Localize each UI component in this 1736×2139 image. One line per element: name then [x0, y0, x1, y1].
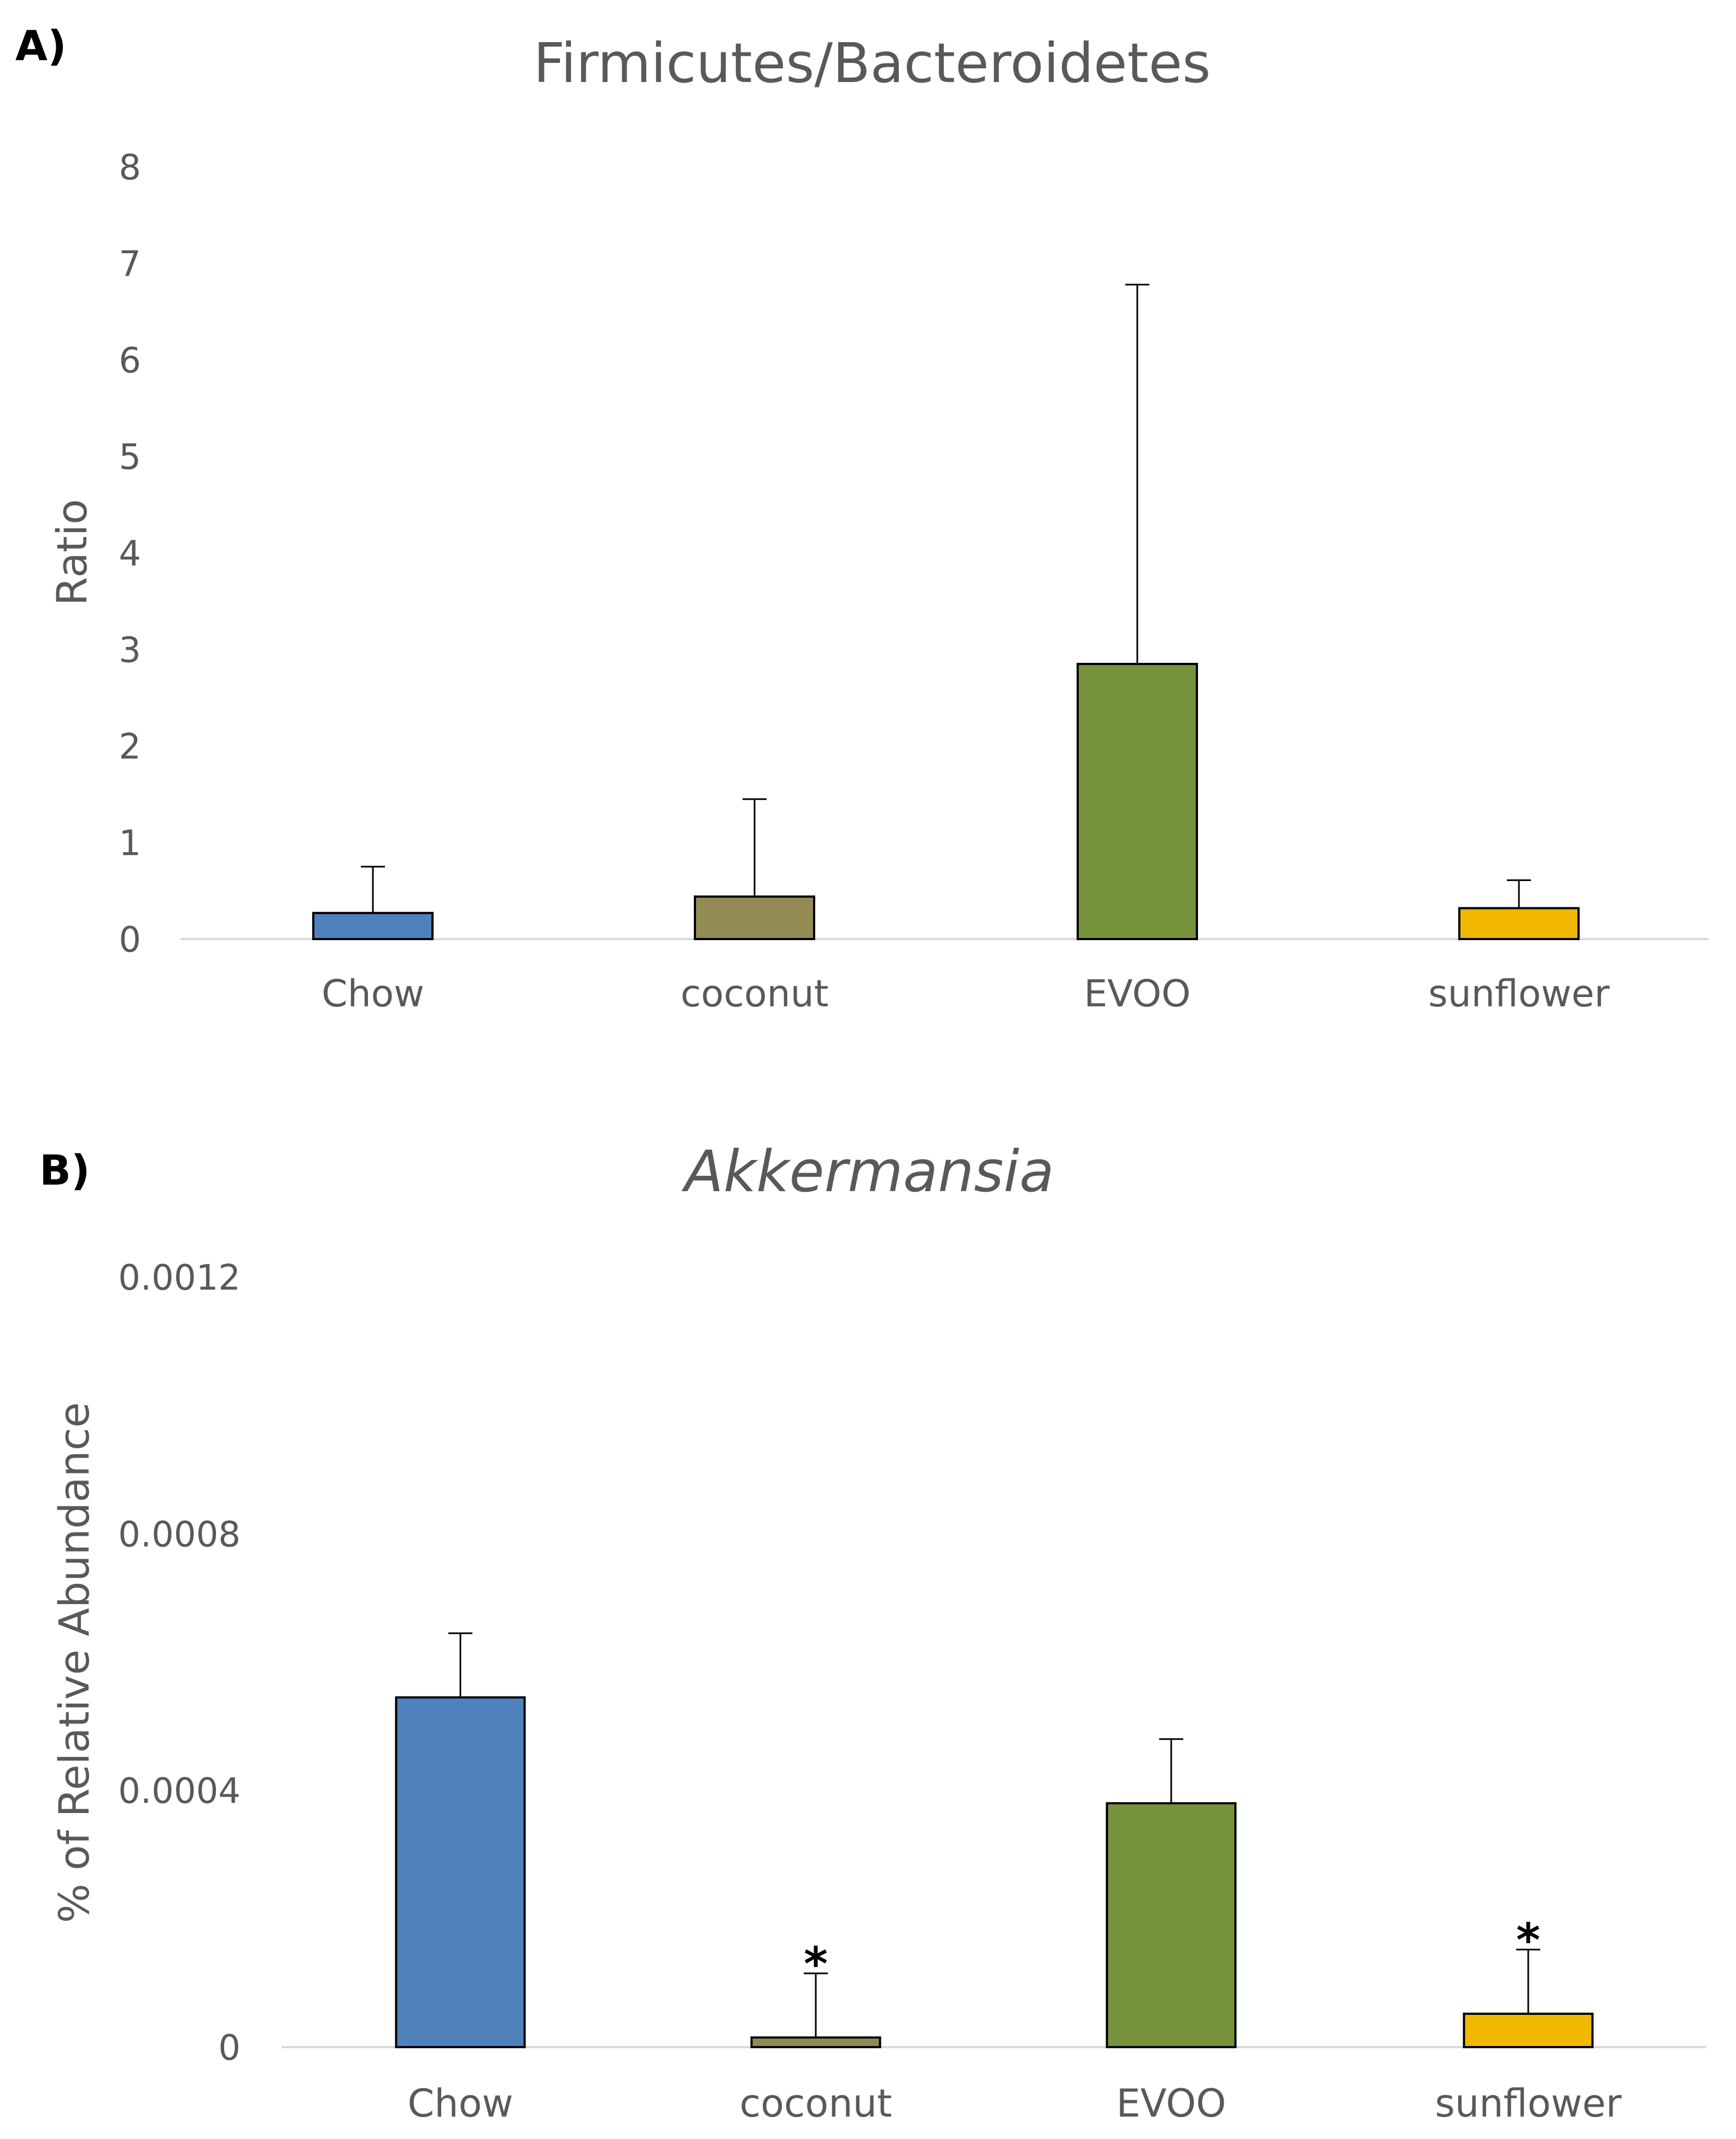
y-tick-label-a: 5	[119, 438, 141, 478]
y-tick-label-a: 4	[119, 534, 141, 574]
significance-marker: *	[1516, 1914, 1540, 1967]
significance-marker: *	[804, 1937, 828, 1991]
panel-label-b: B)	[39, 1146, 90, 1194]
y-tick-label-a: 1	[119, 824, 141, 864]
bar-chow	[312, 912, 434, 940]
x-tick-label-coconut: coconut	[740, 2081, 892, 2126]
bar-chow	[395, 1696, 526, 2049]
bar-evoo	[1106, 1802, 1237, 2048]
bar-coconut	[694, 895, 815, 940]
y-tick-label-b: 0.0008	[118, 1514, 241, 1555]
y-tick-label-a: 3	[119, 631, 141, 671]
bar-coconut	[750, 2036, 881, 2048]
y-tick-label-a: 0	[119, 920, 141, 960]
y-axis-label-a: Ratio	[48, 499, 96, 605]
y-tick-label-a: 7	[119, 244, 141, 285]
panel-label-a: A)	[15, 21, 67, 70]
bars-b: 0 0.0004 0.0008 0.0012 Chow * coconut EVOO * sunf…	[118, 1258, 1622, 2126]
x-tick-label-sunflower: sunflower	[1435, 2081, 1621, 2126]
chart-panel-a: A) Firmicutes/Bacteroidetes Ratio 0 1 2 3 4 5…	[15, 21, 1709, 1016]
chart-title-b: Akkermansia	[681, 1138, 1054, 1205]
x-tick-label-coconut: coconut	[681, 972, 829, 1016]
bars-a: 0 1 2 3 4 5 6 7 8 Chow coconut EVOO sunflower	[119, 148, 1609, 1016]
chart-panel-b: B) Akkermansia % of Relative Abundance 0…	[39, 1138, 1706, 2126]
y-tick-label-b: 0	[218, 2028, 241, 2068]
y-axis-label-b: % of Relative Abundance	[50, 1402, 98, 1924]
y-tick-label-a: 6	[119, 341, 141, 381]
bar-sunflower	[1463, 2012, 1594, 2048]
x-tick-label-sunflower: sunflower	[1428, 972, 1610, 1016]
x-tick-label-evoo: EVOO	[1116, 2081, 1226, 2126]
y-tick-label-b: 0.0012	[118, 1258, 241, 1298]
y-tick-label-a: 2	[119, 727, 141, 767]
x-tick-label-chow: Chow	[322, 972, 424, 1016]
chart-title-a: Firmicutes/Bacteroidetes	[534, 31, 1211, 95]
x-tick-label-chow: Chow	[407, 2081, 513, 2126]
bar-sunflower	[1458, 907, 1580, 941]
y-tick-label-a: 8	[119, 148, 141, 188]
x-tick-label-evoo: EVOO	[1084, 972, 1190, 1016]
bar-evoo	[1077, 662, 1198, 940]
y-tick-label-b: 0.0004	[118, 1771, 241, 1812]
